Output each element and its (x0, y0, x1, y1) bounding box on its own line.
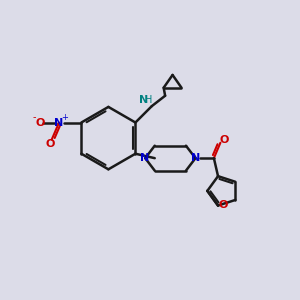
Text: N: N (191, 153, 201, 163)
Text: O: O (219, 200, 228, 210)
Text: N: N (139, 94, 148, 105)
Text: O: O (46, 139, 55, 149)
Text: O: O (35, 118, 44, 128)
Text: H: H (145, 94, 152, 105)
Text: N: N (140, 153, 149, 163)
Text: O: O (219, 135, 229, 145)
Text: +: + (61, 113, 68, 122)
Text: -: - (33, 112, 36, 122)
Text: N: N (54, 118, 64, 128)
